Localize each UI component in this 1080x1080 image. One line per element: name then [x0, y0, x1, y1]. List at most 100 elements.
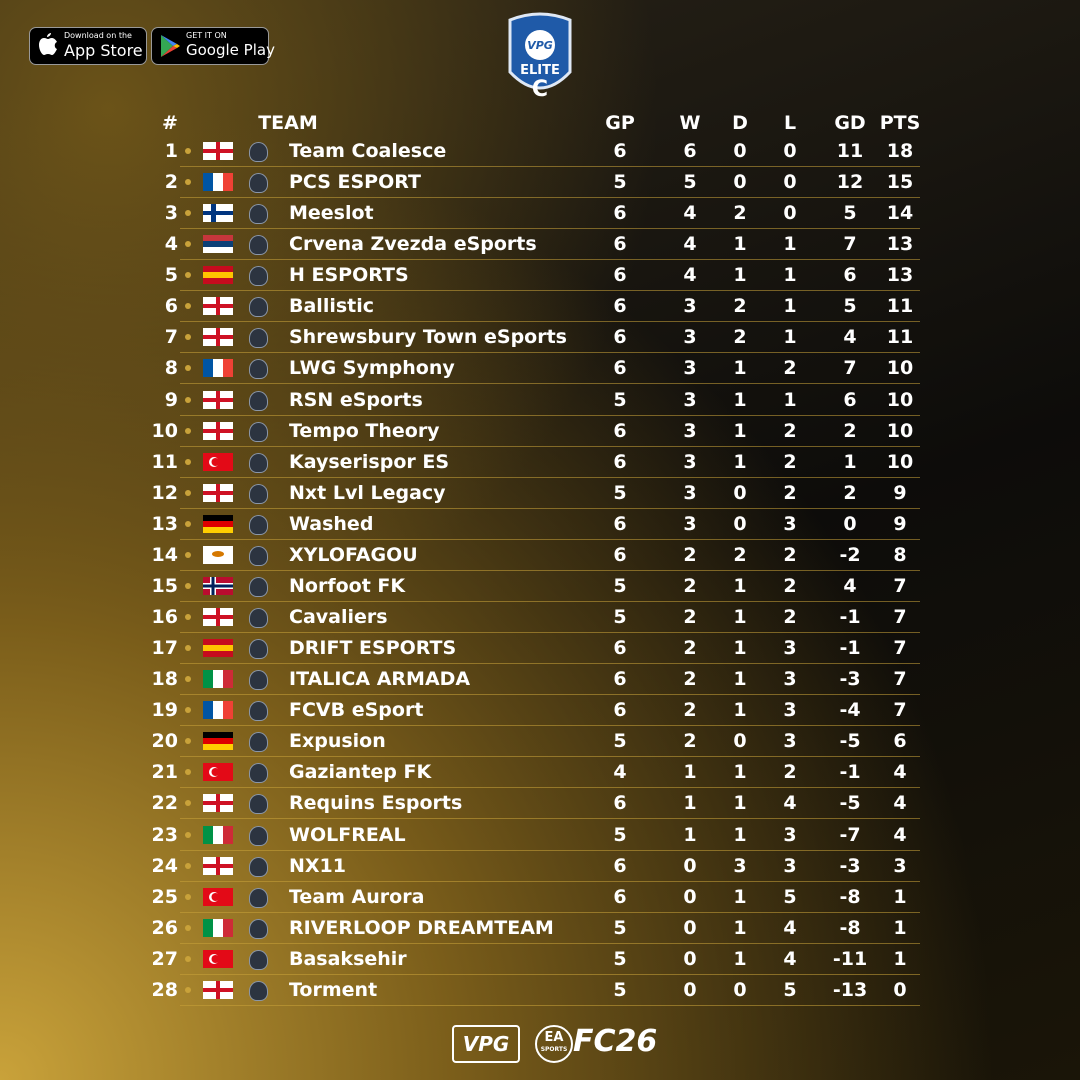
- cell-gp: 6: [613, 419, 627, 442]
- cell-w: 4: [683, 264, 697, 287]
- cell-w: 3: [683, 450, 697, 473]
- row-separator: [180, 818, 920, 820]
- cell-rank: 20: [151, 730, 178, 753]
- rank-dot: [185, 520, 191, 527]
- cell-w: 1: [683, 792, 697, 815]
- flag: [203, 670, 233, 689]
- team-logo: [249, 576, 268, 597]
- cell-team: Norfoot FK: [289, 574, 406, 597]
- team-logo: [249, 887, 268, 908]
- cell-team: Cavaliers: [289, 606, 388, 629]
- cell-gp: 6: [613, 543, 627, 566]
- cell-pts: 7: [893, 574, 907, 597]
- cell-w: 3: [683, 357, 697, 380]
- cell-w: 6: [683, 140, 697, 162]
- cell-w: 1: [683, 823, 697, 846]
- team-logo: [249, 794, 268, 815]
- cell-pts: 13: [886, 264, 914, 287]
- row-separator: [180, 1004, 920, 1006]
- flag-icon: [203, 794, 233, 813]
- cell-pts: 6: [893, 730, 907, 753]
- rank-dot: [185, 427, 191, 434]
- cell-gd: -11: [832, 947, 868, 970]
- cell-rank: 2: [164, 171, 178, 194]
- cell-team: Tempo Theory: [289, 419, 440, 442]
- flag: [203, 763, 233, 782]
- cell-gp: 5: [613, 823, 627, 846]
- cell-team: PCS ESPORT: [289, 171, 421, 194]
- cell-w: 2: [683, 699, 697, 722]
- flag: [203, 173, 233, 192]
- cell-l: 4: [783, 916, 797, 939]
- cell-w: 0: [683, 885, 697, 908]
- cell-gp: 6: [613, 233, 627, 256]
- header-pts: PTS: [879, 112, 921, 134]
- cell-gd: 0: [843, 512, 857, 535]
- rank-dot: [185, 893, 191, 900]
- apple-icon: [39, 33, 57, 55]
- row-separator: [180, 600, 920, 602]
- cell-rank: 10: [151, 419, 178, 442]
- flag: [203, 297, 233, 316]
- cell-gd: 7: [843, 233, 857, 256]
- cell-l: 2: [783, 450, 797, 473]
- team-logo: [249, 825, 268, 846]
- flag: [203, 980, 233, 999]
- cell-rank: 28: [151, 978, 178, 1001]
- row-separator: [180, 694, 920, 696]
- cell-team: DRIFT ESPORTS: [289, 637, 457, 660]
- flag-icon: [203, 297, 233, 316]
- row-separator: [180, 259, 920, 261]
- cell-gd: -1: [839, 761, 861, 784]
- cell-pts: 7: [893, 637, 907, 660]
- cell-gp: 5: [613, 916, 627, 939]
- cell-pts: 7: [893, 606, 907, 629]
- cell-gp: 4: [613, 761, 627, 784]
- team-logo: [249, 949, 268, 970]
- flag: [203, 701, 233, 720]
- cell-gd: 4: [843, 326, 857, 349]
- header-rank: #: [162, 112, 178, 134]
- cell-rank: 1: [164, 140, 178, 162]
- rank-dot: [185, 769, 191, 776]
- rank-dot: [185, 707, 191, 714]
- header-gd: GD: [834, 112, 866, 134]
- cell-w: 2: [683, 543, 697, 566]
- cell-w: 5: [683, 171, 697, 194]
- cell-l: 3: [783, 512, 797, 535]
- cell-d: 1: [733, 450, 747, 473]
- flag: [203, 856, 233, 875]
- cell-pts: 4: [893, 761, 907, 784]
- header-d: D: [732, 112, 748, 134]
- team-logo: [249, 514, 268, 535]
- cell-rank: 22: [151, 792, 178, 815]
- cell-team: Kayserispor ES: [289, 450, 450, 473]
- cell-l: 5: [783, 978, 797, 1001]
- cell-rank: 19: [151, 699, 178, 722]
- row-separator: [180, 973, 920, 975]
- cell-pts: 1: [893, 916, 907, 939]
- flag: [203, 390, 233, 409]
- cell-gp: 5: [613, 947, 627, 970]
- cell-rank: 9: [164, 388, 178, 411]
- flag: [203, 732, 233, 751]
- rank-dot: [185, 396, 191, 403]
- cell-gd: 12: [836, 171, 864, 194]
- flag-icon: [203, 390, 233, 409]
- cell-w: 3: [683, 388, 697, 411]
- cell-gd: -3: [839, 668, 861, 691]
- rank-dot: [185, 365, 191, 372]
- flag: [203, 576, 233, 595]
- cell-gd: 1: [843, 450, 857, 473]
- app-store-badge[interactable]: Download on the App Store: [29, 27, 147, 65]
- elite-logo: VPG ELITE C: [508, 12, 572, 102]
- team-logo: [249, 390, 268, 411]
- cell-team: Ballistic: [289, 295, 375, 318]
- cell-w: 0: [683, 978, 697, 1001]
- cell-l: 1: [783, 326, 797, 349]
- cell-w: 2: [683, 730, 697, 753]
- cell-l: 2: [783, 357, 797, 380]
- cell-gd: -13: [832, 978, 868, 1001]
- google-play-badge[interactable]: GET IT ON Google Play: [151, 27, 275, 65]
- cell-pts: 3: [893, 854, 907, 877]
